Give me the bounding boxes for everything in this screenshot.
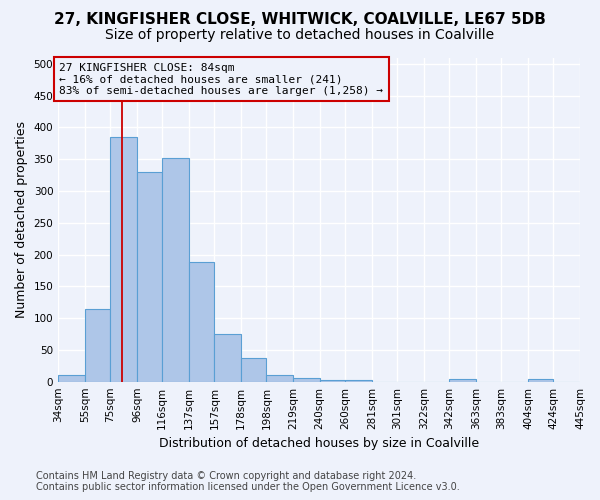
Bar	[293, 378, 320, 382]
Bar	[241, 358, 266, 382]
Bar	[449, 378, 476, 382]
Bar	[266, 374, 293, 382]
Bar	[162, 158, 189, 382]
Bar	[137, 172, 162, 382]
Bar	[189, 262, 214, 382]
Y-axis label: Number of detached properties: Number of detached properties	[15, 121, 28, 318]
Text: 27 KINGFISHER CLOSE: 84sqm
← 16% of detached houses are smaller (241)
83% of sem: 27 KINGFISHER CLOSE: 84sqm ← 16% of deta…	[59, 62, 383, 96]
Bar	[58, 376, 85, 382]
Bar	[345, 380, 372, 382]
Bar	[320, 380, 345, 382]
X-axis label: Distribution of detached houses by size in Coalville: Distribution of detached houses by size …	[159, 437, 479, 450]
Bar	[85, 308, 110, 382]
Text: 27, KINGFISHER CLOSE, WHITWICK, COALVILLE, LE67 5DB: 27, KINGFISHER CLOSE, WHITWICK, COALVILL…	[54, 12, 546, 28]
Text: Contains HM Land Registry data © Crown copyright and database right 2024.
Contai: Contains HM Land Registry data © Crown c…	[36, 471, 460, 492]
Bar	[110, 137, 137, 382]
Bar	[214, 334, 241, 382]
Bar	[528, 378, 553, 382]
Text: Size of property relative to detached houses in Coalville: Size of property relative to detached ho…	[106, 28, 494, 42]
